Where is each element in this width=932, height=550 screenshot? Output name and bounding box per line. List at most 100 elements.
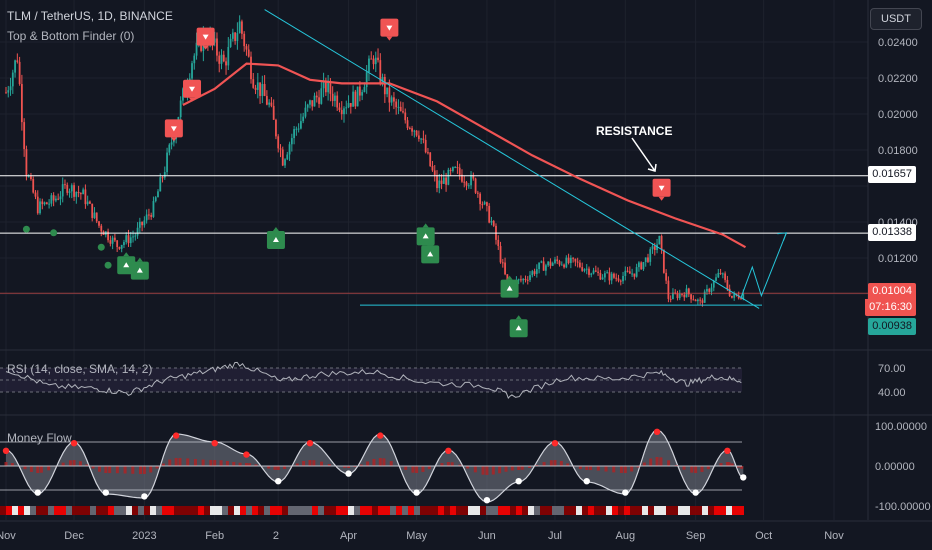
candle-body — [313, 95, 316, 107]
signal-strip-cell — [474, 506, 480, 515]
signal-strip-cell — [96, 506, 102, 515]
candle-body — [542, 261, 545, 271]
signal-strip-cell — [60, 506, 66, 515]
candle-body — [665, 272, 668, 281]
candle-body — [549, 261, 552, 266]
money-flow-bar — [528, 466, 532, 468]
money-flow-dot — [345, 470, 352, 477]
candle-body — [592, 270, 595, 274]
signal-strip-cell — [702, 506, 708, 515]
candle-body — [363, 87, 366, 93]
signal-strip-cell — [708, 506, 714, 515]
candle-body — [488, 205, 491, 223]
money-flow-bar — [178, 458, 182, 466]
signal-strip-cell — [564, 506, 570, 515]
money-flow-bar — [549, 460, 553, 466]
signal-strip-cell — [306, 506, 312, 515]
money-flow-bar — [168, 459, 172, 466]
candle-body — [370, 58, 373, 60]
money-flow-bar — [327, 464, 331, 466]
candle-body — [136, 227, 139, 236]
symbol-title[interactable]: TLM / TetherUS, 1D, BINANCE — [7, 9, 173, 23]
candle-body — [451, 167, 454, 171]
indicator-label[interactable]: Top & Bottom Finder (0) — [7, 29, 135, 43]
money-flow-bar — [682, 466, 686, 470]
money-flow-bar — [97, 466, 101, 472]
sell-marker-icon — [202, 34, 209, 40]
buy-marker-icon — [427, 251, 434, 257]
signal-strip-cell — [282, 506, 288, 515]
money-flow-bar — [104, 466, 108, 473]
money-flow-bar — [694, 466, 698, 473]
candle-body — [615, 277, 618, 279]
money-flow-dot — [740, 474, 747, 481]
money-flow-tick-label: -100.00000 — [875, 501, 931, 513]
candle-body — [113, 237, 116, 241]
candle-body — [252, 79, 255, 88]
money-flow-dot — [583, 478, 590, 485]
signal-strip-cell — [84, 506, 90, 515]
buy-marker-pointer — [136, 257, 143, 262]
time-tick-label: Aug — [616, 530, 636, 542]
signal-strip-cell — [414, 506, 420, 515]
candle-body — [148, 214, 150, 216]
candle-body — [672, 292, 674, 300]
candle-body — [320, 88, 323, 104]
rsi-band — [0, 361, 742, 400]
candle-body — [449, 169, 452, 171]
candle-body — [41, 201, 44, 205]
candle-body — [669, 298, 672, 300]
signal-strip-cell — [630, 506, 636, 515]
rsi-label[interactable]: RSI (14, close, SMA, 14, 2) — [7, 362, 153, 376]
candle-body — [581, 267, 584, 271]
signal-strip-cell — [0, 506, 6, 515]
signal-strip-cell — [288, 506, 294, 515]
money-flow-bar — [553, 460, 557, 466]
candle-body — [243, 33, 246, 47]
candle-body — [442, 177, 445, 184]
money-flow-label[interactable]: Money Flow — [7, 431, 72, 445]
candle-body — [606, 272, 609, 274]
money-flow-bar — [706, 466, 710, 470]
signal-strip-cell — [714, 506, 720, 515]
money-flow-bar — [636, 466, 640, 468]
rsi-tick-label: 40.00 — [878, 387, 906, 399]
signal-strip-cell — [120, 506, 126, 515]
candle-body — [411, 128, 413, 132]
money-flow-bar — [421, 466, 425, 472]
candle-body — [479, 193, 482, 205]
candle-body — [638, 262, 640, 268]
signal-strip-cell — [372, 506, 378, 515]
money-flow-bar — [302, 460, 306, 466]
signal-strip-cell — [354, 506, 360, 515]
candle-body — [710, 287, 713, 292]
candle-body — [613, 273, 615, 278]
candle-body — [712, 280, 715, 288]
money-flow-bar — [623, 466, 627, 473]
money-flow-bar — [85, 464, 89, 466]
signal-strip-cell — [90, 506, 96, 515]
signal-strip-cell — [30, 506, 36, 515]
candle-body — [125, 235, 128, 243]
candle-body — [692, 299, 695, 301]
money-flow-pane — [0, 428, 747, 504]
candle-body — [461, 174, 463, 182]
candle-body — [32, 179, 35, 193]
signal-strip-cell — [396, 506, 402, 515]
signal-strip-cell — [18, 506, 24, 515]
money-flow-bar — [72, 460, 76, 466]
candle-body — [724, 273, 727, 280]
currency-button[interactable]: USDT — [870, 8, 922, 30]
money-flow-dot — [70, 440, 78, 447]
money-flow-tick-label: 100.00000 — [875, 421, 927, 433]
candle-body — [486, 202, 488, 206]
candle-body — [50, 195, 53, 204]
signal-strip-cell — [12, 506, 18, 515]
candle-body — [154, 197, 157, 202]
candle-body — [84, 189, 87, 205]
candle-body — [39, 201, 41, 214]
candle-body — [52, 195, 55, 201]
money-flow-bar — [619, 466, 623, 473]
candle-body — [241, 21, 243, 34]
